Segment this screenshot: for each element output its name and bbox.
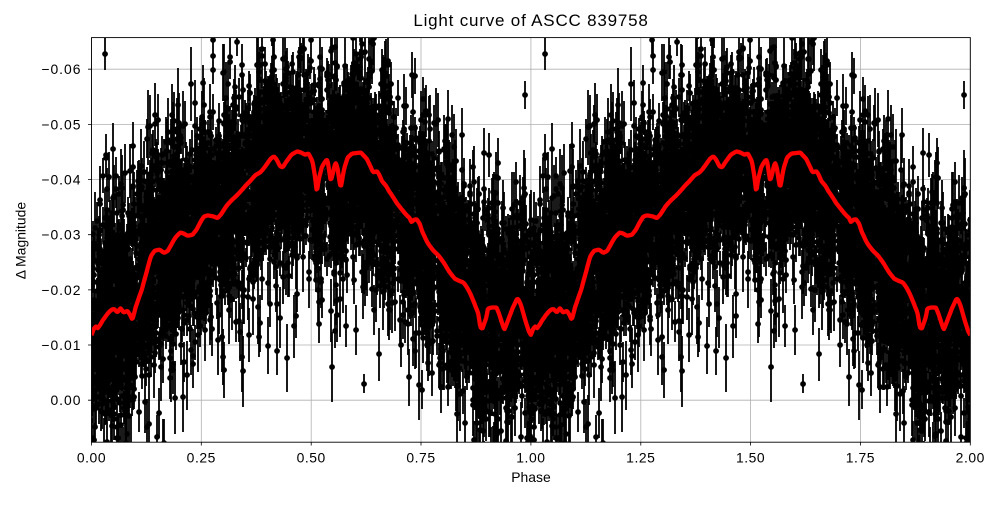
svg-text:1.75: 1.75 — [846, 449, 875, 465]
svg-text:0.00: 0.00 — [50, 392, 81, 408]
svg-text:−0.06: −0.06 — [41, 61, 81, 77]
svg-text:0.50: 0.50 — [297, 449, 326, 465]
svg-text:Phase: Phase — [511, 469, 551, 485]
svg-text:Δ Magnitude: Δ Magnitude — [13, 202, 29, 280]
svg-text:0.00: 0.00 — [77, 449, 106, 465]
svg-text:0.25: 0.25 — [187, 449, 216, 465]
svg-text:−0.03: −0.03 — [41, 227, 81, 243]
svg-text:2.00: 2.00 — [956, 449, 985, 465]
svg-text:1.50: 1.50 — [736, 449, 765, 465]
svg-text:−0.04: −0.04 — [41, 172, 81, 188]
svg-text:1.25: 1.25 — [626, 449, 655, 465]
svg-text:−0.01: −0.01 — [41, 337, 81, 353]
svg-text:0.75: 0.75 — [406, 449, 435, 465]
svg-text:1.00: 1.00 — [516, 449, 545, 465]
svg-text:−0.02: −0.02 — [41, 282, 81, 298]
svg-text:−0.05: −0.05 — [41, 116, 81, 132]
svg-text:Light curve of ASCC 839758: Light curve of ASCC 839758 — [413, 11, 648, 30]
